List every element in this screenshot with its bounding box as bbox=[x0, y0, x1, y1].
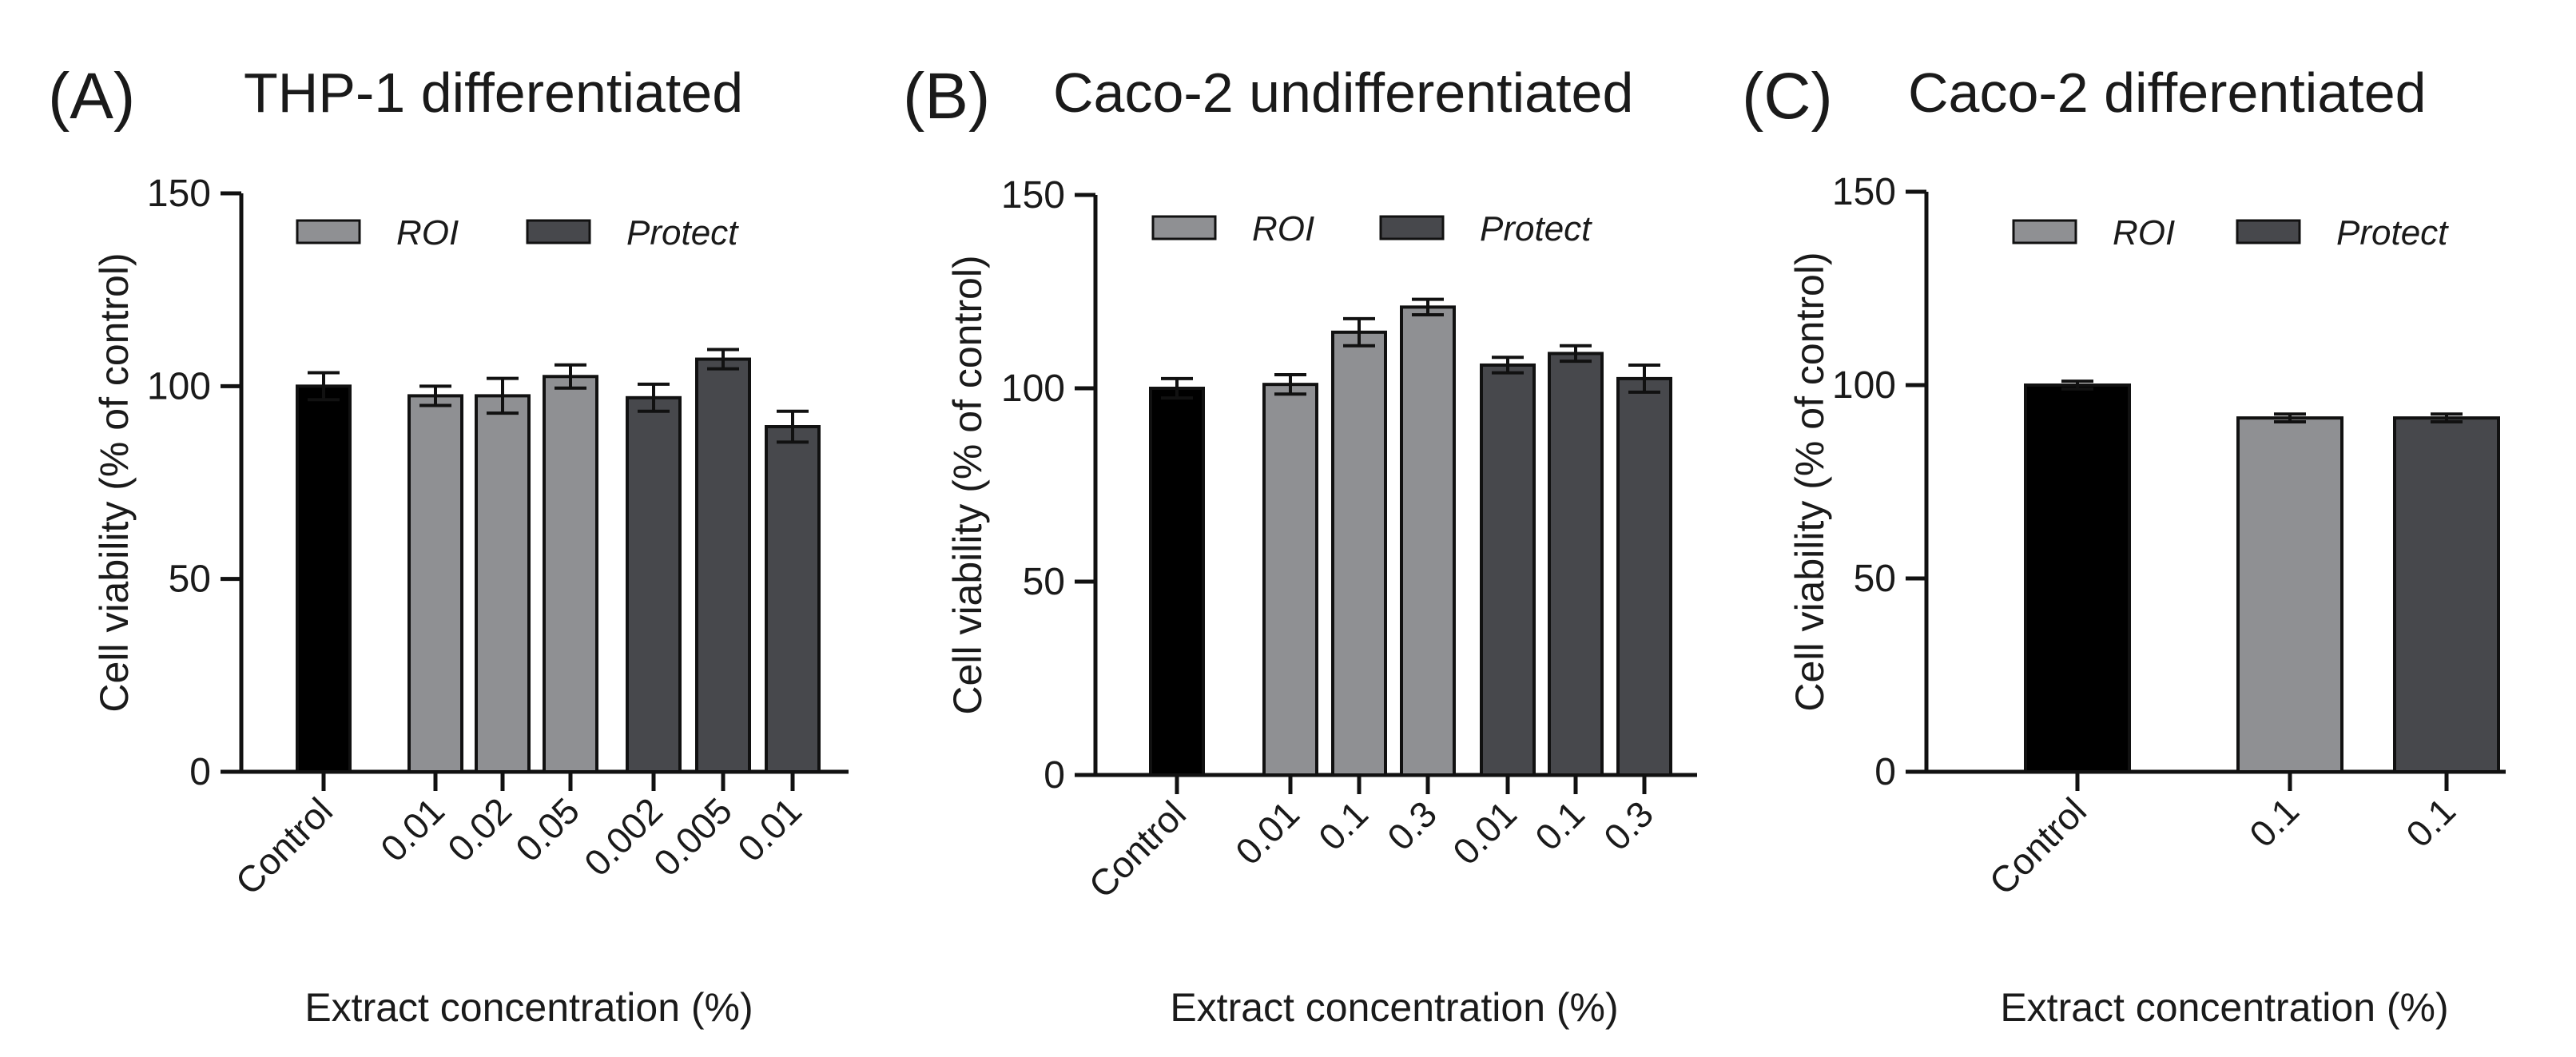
y-tick-label: 100 bbox=[147, 365, 211, 407]
x-tick-label: 0.1 bbox=[2398, 789, 2463, 855]
bar-roi bbox=[2236, 416, 2343, 773]
x-tick-label: 0.02 bbox=[439, 789, 519, 869]
y-tick-label: 50 bbox=[169, 558, 211, 601]
x-tick-label: Control bbox=[1981, 789, 2094, 903]
x-tick-label: 0.002 bbox=[576, 789, 670, 884]
bar-protect bbox=[1548, 352, 1604, 777]
legend-label: Protect bbox=[626, 213, 739, 252]
x-axis-title: Extract concentration (%) bbox=[2000, 985, 2448, 1030]
bar-protect bbox=[765, 425, 821, 773]
legend-label: ROI bbox=[396, 213, 459, 252]
x-tick-label: 0.1 bbox=[1527, 793, 1592, 858]
bar-roi bbox=[1400, 305, 1456, 777]
legend-swatch-roi bbox=[296, 219, 361, 244]
y-axis-title: Cell viability (% of control) bbox=[945, 255, 990, 714]
x-tick-label: Control bbox=[227, 789, 340, 903]
bar-protect bbox=[2393, 416, 2500, 773]
y-tick-label: 50 bbox=[1854, 558, 1896, 600]
bar-protect bbox=[626, 395, 682, 773]
bar-protect bbox=[695, 357, 751, 773]
x-axis-title: Extract concentration (%) bbox=[304, 985, 753, 1030]
legend-swatch-roi bbox=[2012, 219, 2077, 244]
panel-label: (C) bbox=[1742, 60, 1833, 133]
y-axis-title: Cell viability (% of control) bbox=[1787, 252, 1832, 711]
bar-control bbox=[1149, 387, 1205, 777]
y-tick-label: 100 bbox=[1001, 368, 1065, 410]
panel-b: (B) Caco-2 undifferentiated 0 50 100 150 Cell … bbox=[903, 60, 1697, 1030]
legend-swatch-protect bbox=[1379, 215, 1445, 240]
x-tick-label: 0.005 bbox=[646, 789, 740, 884]
x-tick-label: 0.3 bbox=[1379, 793, 1445, 858]
panel-label: (B) bbox=[903, 60, 990, 133]
legend-label: ROI bbox=[2113, 213, 2175, 252]
y-tick-label: 150 bbox=[1001, 174, 1065, 217]
x-tick-label: 0.01 bbox=[372, 789, 452, 869]
panel-title: Caco-2 differentiated bbox=[1908, 62, 2427, 124]
bar-protect bbox=[1480, 363, 1536, 777]
x-axis-title: Extract concentration (%) bbox=[1170, 985, 1618, 1030]
bar-roi bbox=[1262, 383, 1318, 777]
bar-control bbox=[2024, 383, 2131, 773]
y-tick-label: 50 bbox=[1023, 561, 1065, 603]
y-tick-label: 0 bbox=[189, 751, 211, 793]
bar-protect bbox=[1616, 376, 1672, 777]
x-tick-label: Control bbox=[1080, 793, 1194, 906]
panel-title: THP-1 differentiated bbox=[244, 62, 743, 124]
y-tick-label: 150 bbox=[1832, 171, 1896, 213]
panel-title: Caco-2 undifferentiated bbox=[1053, 62, 1633, 124]
x-tick-label: 0.01 bbox=[1445, 793, 1525, 872]
legend-label: Protect bbox=[2336, 213, 2449, 252]
bar-roi bbox=[407, 394, 463, 773]
y-tick-label: 0 bbox=[1874, 751, 1896, 793]
y-tick-label: 100 bbox=[1832, 364, 1896, 407]
x-tick-label: 0.1 bbox=[2241, 789, 2307, 855]
legend-swatch-roi bbox=[1151, 215, 1217, 240]
y-axis-title: Cell viability (% of control) bbox=[92, 252, 137, 712]
bar-roi bbox=[1331, 330, 1387, 777]
x-tick-label: 0.1 bbox=[1310, 793, 1376, 858]
bar-control bbox=[296, 384, 352, 773]
bar-roi bbox=[475, 394, 531, 773]
legend-label: Protect bbox=[1480, 209, 1592, 248]
x-tick-label: 0.05 bbox=[507, 789, 587, 869]
y-tick-label: 0 bbox=[1044, 754, 1065, 797]
panel-label: (A) bbox=[48, 60, 135, 133]
bar-roi bbox=[543, 375, 598, 773]
x-tick-label: 0.01 bbox=[1227, 793, 1307, 872]
legend-swatch-protect bbox=[2236, 219, 2301, 244]
x-tick-label: 0.3 bbox=[1596, 793, 1661, 858]
x-tick-label: 0.01 bbox=[729, 789, 809, 869]
legend-label: ROI bbox=[1252, 209, 1314, 248]
y-tick-label: 150 bbox=[147, 173, 211, 215]
legend-swatch-protect bbox=[526, 219, 591, 244]
